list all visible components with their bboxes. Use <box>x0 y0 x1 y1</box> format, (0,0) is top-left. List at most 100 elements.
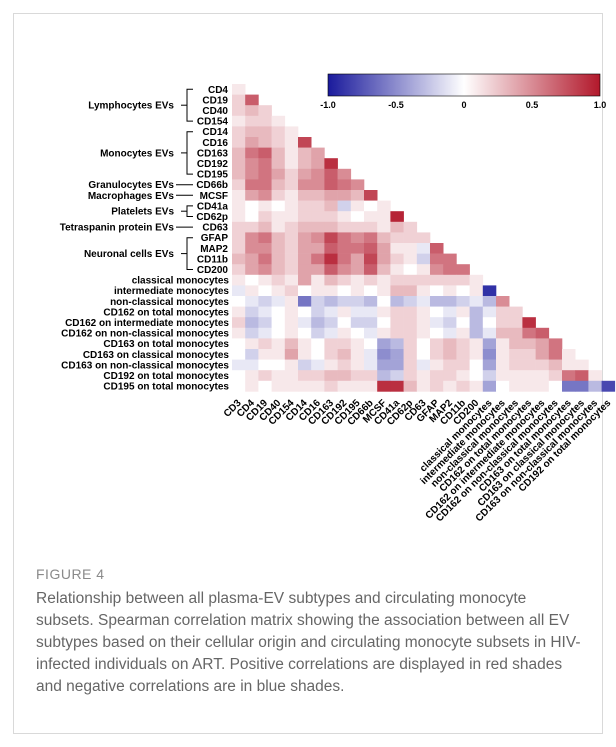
heatmap-cell <box>284 179 299 191</box>
heatmap-cell <box>416 243 431 254</box>
heatmap-cell <box>496 380 510 392</box>
heatmap-cell <box>258 147 272 159</box>
heatmap-cell <box>232 105 246 117</box>
heatmap-cell <box>245 306 259 318</box>
heatmap-cell <box>403 327 418 339</box>
colorbar-tick: 0 <box>461 100 466 110</box>
correlation-heatmap: -1.0 -0.5 0 0.5 1.0 CD4CD19CD40CD154CD14CD16… <box>60 73 616 524</box>
row-label: CD154 <box>197 117 229 128</box>
heatmap-cell <box>298 349 312 360</box>
row-label: MAP2 <box>200 244 228 255</box>
row-label: CD162 on non-classical monocytes <box>61 329 229 340</box>
heatmap-cell <box>403 370 418 382</box>
heatmap-cell <box>496 338 510 350</box>
row-label: CD11b <box>197 254 228 265</box>
heatmap-cell <box>496 370 510 382</box>
heatmap-cell <box>311 168 325 180</box>
heatmap-cell <box>284 211 299 223</box>
heatmap-cell <box>311 349 325 360</box>
heatmap-cell <box>311 264 325 276</box>
heatmap-cell <box>364 243 378 254</box>
heatmap-cell <box>443 370 457 382</box>
heatmap-cell <box>456 306 470 318</box>
heatmap-cell <box>245 94 259 106</box>
heatmap-cell <box>430 253 444 265</box>
heatmap-cell <box>245 274 259 286</box>
heatmap-cell <box>271 296 286 307</box>
heatmap-cell <box>403 296 418 307</box>
heatmap-cell <box>298 147 312 159</box>
heatmap-cell <box>324 243 338 254</box>
heatmap-cell <box>258 317 272 329</box>
heatmap-cell <box>232 84 246 95</box>
heatmap-cell <box>311 317 325 329</box>
heatmap-cell <box>482 359 497 371</box>
group-label: Lymphocytes EVs <box>88 101 174 112</box>
heatmap-cell <box>482 338 497 350</box>
heatmap-cell <box>324 380 338 392</box>
heatmap-cell <box>364 370 378 382</box>
heatmap-cell <box>522 380 536 392</box>
heatmap-cell <box>469 285 484 297</box>
heatmap-cell <box>390 359 404 371</box>
heatmap-cell <box>482 327 497 339</box>
heatmap-cell <box>403 306 418 318</box>
heatmap-cell <box>443 253 457 265</box>
heatmap-cell <box>548 359 563 371</box>
heatmap-cell <box>416 264 431 276</box>
heatmap-cell <box>324 317 338 329</box>
heatmap-cell <box>232 327 246 339</box>
heatmap-cell <box>496 317 510 329</box>
heatmap-cell <box>284 221 299 233</box>
heatmap-cell <box>364 296 378 307</box>
heatmap-cell <box>337 168 352 180</box>
heatmap-cell <box>245 359 259 371</box>
heatmap-cell <box>271 285 286 297</box>
heatmap-cell <box>337 232 352 244</box>
heatmap-cell <box>562 380 576 392</box>
heatmap-cell <box>311 285 325 297</box>
heatmap-cell <box>311 158 325 170</box>
heatmap-cell <box>232 232 246 244</box>
row-label: CD62p <box>196 212 228 223</box>
row-label: intermediate monocytes <box>114 286 229 297</box>
heatmap-cell <box>377 317 391 329</box>
heatmap-cell <box>416 380 431 392</box>
heatmap-cell <box>298 232 312 244</box>
heatmap-cell <box>403 349 418 360</box>
heatmap-cell <box>337 274 352 286</box>
heatmap-cell <box>245 158 259 170</box>
row-label: CD14 <box>202 127 228 138</box>
heatmap-cell <box>232 200 246 212</box>
heatmap-cell <box>575 380 589 392</box>
heatmap-cell <box>350 380 365 392</box>
heatmap-cell <box>298 221 312 233</box>
heatmap-cell <box>337 296 352 307</box>
heatmap-cell <box>232 137 246 148</box>
heatmap-cell <box>298 264 312 276</box>
heatmap-cell <box>324 221 338 233</box>
heatmap-cell <box>350 190 365 201</box>
heatmap-cell <box>271 380 286 392</box>
heatmap-cell <box>390 296 404 307</box>
heatmap-cell <box>416 317 431 329</box>
group-label: Tetraspanin protein EVs <box>60 223 175 234</box>
heatmap-cell <box>469 380 484 392</box>
heatmap-cell <box>509 338 523 350</box>
heatmap-cell <box>298 285 312 297</box>
row-label: CD63 <box>202 223 228 234</box>
heatmap-cell <box>337 327 352 339</box>
row-label: CD162 on intermediate monocytes <box>65 318 229 329</box>
heatmap-cell <box>430 338 444 350</box>
heatmap-cell <box>232 264 246 276</box>
heatmap-cell <box>430 296 444 307</box>
heatmap-cell <box>350 359 365 371</box>
heatmap-cell <box>324 200 338 212</box>
heatmap-cell <box>469 274 484 286</box>
heatmap-cell <box>324 349 338 360</box>
heatmap-cell <box>232 168 246 180</box>
heatmap-cell <box>324 158 338 170</box>
heatmap-cell <box>509 327 523 339</box>
heatmap-cell <box>245 264 259 276</box>
heatmap-cell <box>245 147 259 159</box>
